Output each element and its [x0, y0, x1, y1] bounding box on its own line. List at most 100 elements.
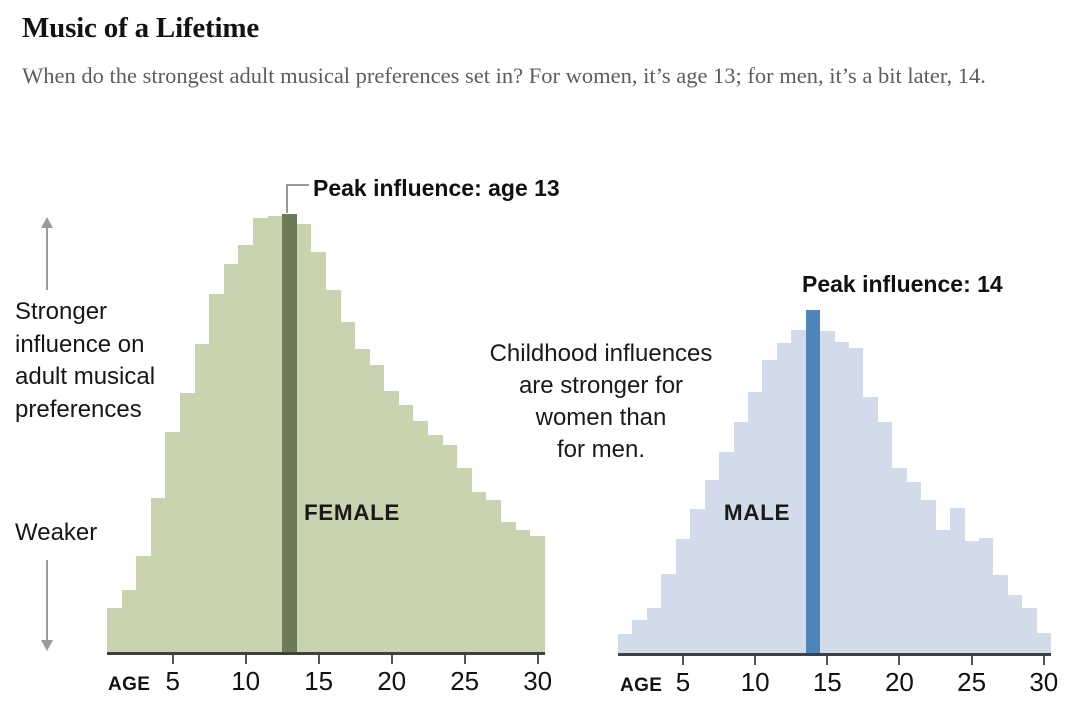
x-tick-mark-10: [754, 656, 757, 665]
female-bar-age-8: [209, 294, 224, 652]
female-bar-age-15: [311, 252, 326, 652]
x-tick-label-15: 15: [304, 666, 334, 696]
center-annotation: Childhood influences are stronger for wo…: [489, 340, 713, 463]
female-bar-age-30: [530, 536, 545, 652]
x-tick-mark-5: [681, 656, 684, 665]
female-bar-age-27: [486, 500, 502, 652]
stronger-arrowhead-icon: [41, 217, 53, 228]
male-bar-age-1: [618, 634, 633, 653]
female-bar-age-21: [398, 405, 414, 652]
x-tick-label-15: 15: [812, 667, 842, 697]
x-tick-label-20: 20: [377, 666, 407, 696]
y-axis-weaker-label: Weaker: [15, 519, 98, 546]
male-bar-age-24: [950, 508, 965, 653]
female-bar-age-1: [107, 608, 122, 652]
female-peak-leader-line: [286, 184, 309, 186]
female-series-label: FEMALE: [303, 500, 401, 525]
weaker-arrowhead-icon: [41, 640, 53, 651]
male-bar-age-10: [747, 392, 763, 653]
female-bar-age-26: [471, 492, 487, 652]
female-bar-age-11: [252, 218, 268, 652]
female-bar-age-28: [501, 522, 516, 652]
female-bar-age-2: [121, 590, 137, 652]
female-x-axis-ticks: 5 10 15 20 25 30: [107, 655, 552, 701]
weaker-arrow-icon: [46, 560, 48, 640]
x-tick-label-10: 10: [231, 666, 261, 696]
male-bar-age-7: [704, 480, 720, 653]
x-tick-mark-20: [898, 656, 901, 665]
x-tick-label-25: 25: [450, 666, 480, 696]
x-tick-label-30: 30: [523, 666, 553, 696]
y-axis-stronger-label: Stronger influence on adult musical pref…: [15, 298, 156, 423]
male-age-axis-label: AGE: [620, 675, 663, 696]
male-bar-age-8: [719, 452, 734, 653]
female-bar-age-24: [442, 445, 458, 652]
male-bar-age-29: [1022, 608, 1037, 653]
stronger-arrow-icon: [46, 227, 48, 290]
male-x-axis-ticks: 5 10 15 20 25 30: [618, 656, 1058, 702]
male-bar-age-16: [834, 342, 849, 653]
female-peak-annotation: Peak influence: age 13: [313, 175, 560, 201]
x-tick-mark-25: [970, 656, 973, 665]
x-tick-mark-15: [826, 656, 829, 665]
male-bar-age-13: [791, 330, 806, 653]
male-bar-age-20: [892, 468, 907, 653]
x-tick-mark-5: [171, 655, 174, 664]
female-bar-age-16: [325, 290, 341, 652]
female-bar-age-29: [515, 530, 531, 652]
female-bar-age-25: [457, 468, 472, 652]
page-title: Music of a Lifetime: [22, 12, 259, 44]
female-bar-age-20: [384, 391, 399, 652]
male-bar-age-27: [993, 575, 1008, 653]
x-tick-mark-20: [390, 655, 393, 664]
x-tick-mark-30: [1042, 656, 1045, 665]
female-bar-age-22: [413, 421, 429, 652]
x-tick-mark-10: [244, 655, 247, 664]
female-age-axis-label: AGE: [108, 674, 151, 695]
female-histogram: [107, 212, 545, 655]
male-bar-age-14: [805, 310, 821, 653]
male-bar-age-18: [863, 397, 878, 653]
male-bar-age-11: [762, 360, 777, 653]
male-bar-age-12: [776, 343, 792, 653]
male-bar-age-19: [877, 422, 893, 653]
female-bar-age-19: [369, 365, 385, 652]
male-bar-age-4: [661, 574, 676, 653]
x-tick-label-5: 5: [165, 666, 180, 696]
male-series-label: MALE: [723, 500, 791, 525]
female-bar-age-6: [179, 393, 195, 652]
female-bar-age-17: [340, 322, 356, 652]
x-tick-mark-15: [317, 655, 320, 664]
male-bar-age-9: [733, 422, 748, 653]
x-tick-label-5: 5: [675, 667, 691, 697]
x-tick-label-30: 30: [1029, 667, 1059, 697]
female-peak-leader-line-vertical: [286, 184, 288, 213]
x-tick-label-25: 25: [957, 667, 987, 697]
female-bar-age-3: [136, 556, 151, 652]
female-bar-age-9: [223, 264, 239, 652]
female-bar-age-4: [150, 498, 166, 652]
male-bar-age-22: [921, 500, 936, 653]
female-bar-age-23: [428, 435, 443, 652]
x-tick-mark-25: [463, 655, 466, 664]
male-bar-age-25: [964, 541, 979, 653]
male-bar-age-23: [935, 530, 951, 653]
male-bar-age-6: [690, 509, 705, 653]
male-histogram: [618, 212, 1052, 656]
male-bar-age-2: [632, 620, 647, 653]
female-bar-age-5: [165, 432, 180, 652]
male-bar-age-30: [1036, 633, 1052, 653]
male-bar-age-15: [820, 331, 835, 653]
female-bar-age-12: [267, 216, 283, 652]
female-bar-age-18: [355, 349, 370, 652]
male-bar-age-21: [906, 482, 922, 653]
male-bar-age-5: [675, 539, 691, 653]
female-bar-age-14: [296, 224, 312, 652]
male-bar-age-28: [1007, 595, 1023, 653]
male-bar-age-26: [978, 538, 994, 653]
male-bar-age-3: [646, 608, 662, 653]
female-bar-age-10: [238, 245, 253, 652]
male-peak-annotation: Peak influence: 14: [802, 271, 1003, 297]
x-tick-label-20: 20: [884, 667, 914, 697]
